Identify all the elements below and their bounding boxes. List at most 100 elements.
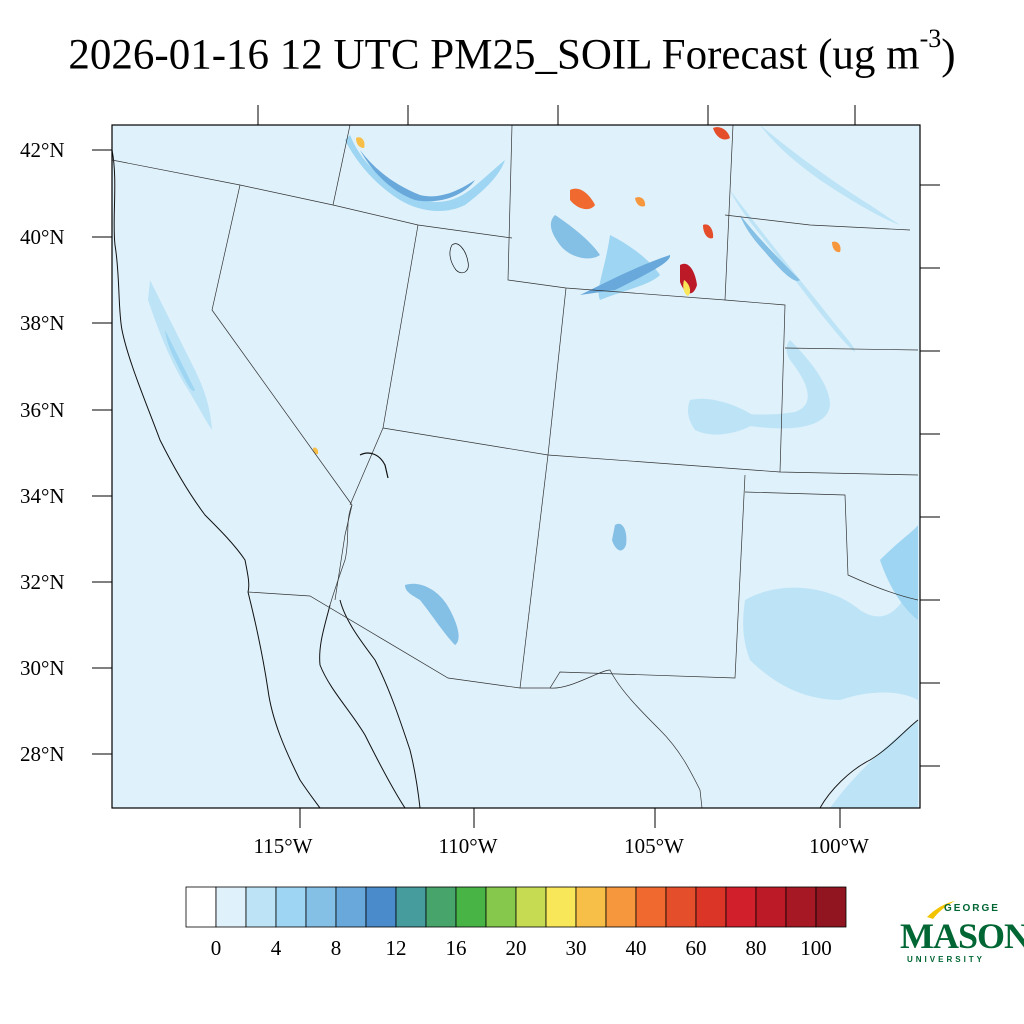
colorbar-swatch xyxy=(575,886,607,928)
border-four-corners-row xyxy=(382,427,919,476)
plume-california-inner xyxy=(165,330,195,391)
colorbar-tick-label: 100 xyxy=(800,936,832,960)
colorbar-tick-label: 16 xyxy=(446,936,467,960)
border-ut-co xyxy=(547,287,567,456)
title-exponent: -3 xyxy=(919,24,942,53)
colorbar-swatch xyxy=(785,886,817,928)
colorbar-swatch xyxy=(425,886,457,928)
border-co-ks xyxy=(724,299,786,473)
logo-swoosh-icon xyxy=(927,901,955,919)
hotspot-sd-2 xyxy=(713,127,730,140)
title-text: 2026-01-16 12 UTC PM25_SOIL Forecast (ug… xyxy=(68,31,920,79)
colorbar xyxy=(185,886,847,928)
coastline-baja-east xyxy=(319,604,406,809)
colorbar-tick-label: 0 xyxy=(211,936,222,960)
colorbar-swatch xyxy=(545,886,577,928)
plume-arizona-southeast xyxy=(405,583,459,645)
plume-fields xyxy=(148,125,918,808)
colorbar-swatch xyxy=(665,886,697,928)
border-id-wy xyxy=(332,124,351,206)
texas-coast xyxy=(819,719,919,809)
lat-label: 32°N xyxy=(20,570,65,594)
border-sd-ne xyxy=(724,214,911,231)
coastline-baja-west xyxy=(247,591,321,809)
plume-sd-streak-3 xyxy=(740,215,800,281)
map-title: 2026-01-16 12 UTC PM25_SOIL Forecast (ug… xyxy=(0,24,1024,79)
plume-idaho-core xyxy=(360,150,475,202)
colorbar-swatch xyxy=(605,886,637,928)
lon-label: 110°W xyxy=(439,834,498,858)
title-close: ) xyxy=(941,31,956,79)
plume-colorado-blob xyxy=(687,398,760,435)
colorbar-swatch xyxy=(485,886,517,928)
colorbar-swatch xyxy=(245,886,277,928)
lat-label: 40°N xyxy=(20,225,65,249)
plume-california-valley xyxy=(148,280,212,430)
colorbar-swatch xyxy=(695,886,727,928)
colorbar-swatch xyxy=(725,886,757,928)
border-ne-ks xyxy=(784,347,919,351)
colorbar-swatch xyxy=(335,886,367,928)
colorbar-swatch xyxy=(815,886,847,928)
hotspot-sd-3 xyxy=(635,197,646,207)
colorbar-tick-label: 30 xyxy=(566,936,587,960)
latitude-labels: 42°N 40°N 38°N 36°N 34°N 32°N 30°N 28°N xyxy=(20,138,65,766)
colorbar-swatch xyxy=(455,886,487,928)
border-tx-ok xyxy=(744,491,919,601)
lon-label: 105°W xyxy=(624,834,684,858)
colorbar-tick-label: 20 xyxy=(506,936,527,960)
border-az-nm xyxy=(519,454,549,689)
colorbar-swatch xyxy=(275,886,307,928)
hotspot-wyoming-1 xyxy=(570,188,595,210)
border-az-ca xyxy=(329,504,353,606)
gmu-logo: GEORGE MASON UNIVERSITY xyxy=(897,895,1024,975)
colorbar-swatch xyxy=(365,886,397,928)
lat-label: 28°N xyxy=(20,742,65,766)
colorbar-swatch xyxy=(515,886,547,928)
colorbar-swatch xyxy=(395,886,427,928)
plume-colorado-loop xyxy=(700,340,830,429)
lon-label: 100°W xyxy=(809,834,869,858)
plume-texas-south xyxy=(830,720,918,808)
colorbar-tick-label: 4 xyxy=(271,936,282,960)
border-us-mexico xyxy=(247,591,703,809)
logo-george-text: GEORGE xyxy=(944,903,1000,914)
lon-label: 115°W xyxy=(254,834,313,858)
lat-label: 36°N xyxy=(20,398,65,422)
map-background xyxy=(112,125,920,808)
hotspot-wyoming-2b xyxy=(683,280,691,296)
longitude-labels: 115°W 110°W 105°W 100°W xyxy=(254,834,870,858)
hotspot-sd-east xyxy=(832,241,841,253)
plume-wyoming-west xyxy=(550,215,600,259)
coastline-california xyxy=(111,149,250,593)
hotspot-idaho xyxy=(356,137,365,148)
map-panel: 42°N 40°N 38°N 36°N 34°N 32°N 30°N 28°N … xyxy=(20,105,940,858)
great-salt-lake xyxy=(449,243,469,274)
plume-texas-broad xyxy=(743,560,918,700)
colorbar-swatch xyxy=(305,886,337,928)
colorbar-tick-label: 12 xyxy=(386,936,407,960)
colorbar-swatch xyxy=(185,886,217,928)
boundaries xyxy=(111,124,919,809)
plume-sd-streak-2 xyxy=(730,190,855,352)
map-frame xyxy=(111,124,921,809)
map-ticks xyxy=(92,105,940,828)
logo-mason-text: MASON xyxy=(900,916,1024,956)
colorbar-tick-label: 8 xyxy=(331,936,342,960)
plume-texas-east xyxy=(880,525,918,620)
colorbar-tick-label: 60 xyxy=(686,936,707,960)
colorbar-labels: 0 4 8 12 16 20 30 40 60 80 100 xyxy=(211,936,832,960)
lake-mead xyxy=(359,452,389,479)
hotspot-sd-1 xyxy=(703,224,714,239)
logo-university-text: UNIVERSITY xyxy=(907,955,986,964)
colorbar-tick-label: 40 xyxy=(626,936,647,960)
colorbar-swatch xyxy=(215,886,247,928)
border-nm-tx xyxy=(520,474,746,689)
plume-nm-center xyxy=(612,523,627,551)
colorbar-swatch xyxy=(635,886,667,928)
coastline-mexico-mainland xyxy=(339,599,421,809)
colorbar-tick-label: 80 xyxy=(746,936,767,960)
lat-label: 30°N xyxy=(20,656,65,680)
lat-label: 34°N xyxy=(20,484,65,508)
